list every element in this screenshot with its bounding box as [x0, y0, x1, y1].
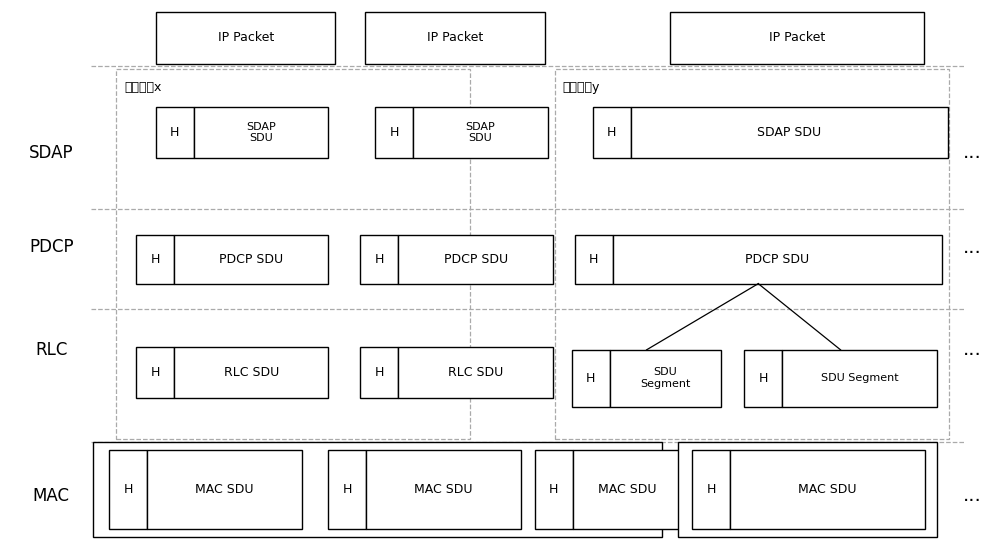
Text: H: H: [123, 483, 133, 496]
FancyBboxPatch shape: [328, 450, 366, 529]
FancyBboxPatch shape: [147, 450, 302, 529]
Text: PDCP SDU: PDCP SDU: [444, 253, 508, 266]
FancyBboxPatch shape: [782, 350, 937, 407]
FancyBboxPatch shape: [613, 235, 942, 283]
Text: H: H: [343, 483, 352, 496]
FancyBboxPatch shape: [109, 450, 147, 529]
FancyBboxPatch shape: [572, 350, 610, 407]
Text: IP Packet: IP Packet: [769, 31, 825, 45]
Text: 无线承载y: 无线承载y: [563, 81, 600, 94]
Text: SDU
Segment: SDU Segment: [640, 368, 691, 389]
Text: MAC SDU: MAC SDU: [798, 483, 857, 496]
FancyBboxPatch shape: [744, 350, 782, 407]
Text: SDAP
SDU: SDAP SDU: [466, 122, 495, 143]
FancyBboxPatch shape: [670, 12, 924, 64]
FancyBboxPatch shape: [610, 350, 721, 407]
FancyBboxPatch shape: [93, 441, 662, 537]
Text: IP Packet: IP Packet: [218, 31, 274, 45]
Text: RLC SDU: RLC SDU: [448, 367, 503, 380]
FancyBboxPatch shape: [156, 107, 194, 158]
FancyBboxPatch shape: [398, 235, 553, 283]
FancyBboxPatch shape: [730, 450, 925, 529]
FancyBboxPatch shape: [365, 12, 545, 64]
FancyBboxPatch shape: [575, 235, 613, 283]
FancyBboxPatch shape: [360, 235, 398, 283]
Text: H: H: [607, 126, 616, 139]
FancyBboxPatch shape: [678, 441, 937, 537]
Text: H: H: [549, 483, 559, 496]
Text: SDU Segment: SDU Segment: [821, 373, 898, 383]
Text: SDAP
SDU: SDAP SDU: [246, 122, 276, 143]
Text: RLC: RLC: [35, 341, 67, 359]
FancyBboxPatch shape: [136, 347, 174, 399]
FancyBboxPatch shape: [375, 107, 413, 158]
Text: H: H: [150, 367, 160, 380]
FancyBboxPatch shape: [136, 235, 174, 283]
FancyBboxPatch shape: [692, 450, 730, 529]
FancyBboxPatch shape: [174, 347, 328, 399]
Text: H: H: [170, 126, 180, 139]
FancyBboxPatch shape: [413, 107, 548, 158]
Text: H: H: [707, 483, 716, 496]
Text: MAC SDU: MAC SDU: [598, 483, 657, 496]
Text: 无线承载x: 无线承载x: [124, 81, 161, 94]
FancyBboxPatch shape: [194, 107, 328, 158]
FancyBboxPatch shape: [398, 347, 553, 399]
FancyBboxPatch shape: [631, 107, 948, 158]
FancyBboxPatch shape: [366, 450, 521, 529]
Text: ...: ...: [963, 143, 982, 162]
FancyBboxPatch shape: [360, 347, 398, 399]
Text: IP Packet: IP Packet: [427, 31, 483, 45]
Text: PDCP: PDCP: [29, 238, 74, 256]
Text: MAC SDU: MAC SDU: [414, 483, 473, 496]
Text: ...: ...: [963, 238, 982, 257]
Text: H: H: [589, 253, 598, 266]
Text: H: H: [375, 253, 384, 266]
Text: H: H: [150, 253, 160, 266]
Text: MAC SDU: MAC SDU: [195, 483, 254, 496]
Text: MAC: MAC: [33, 487, 70, 504]
Text: SDAP SDU: SDAP SDU: [757, 126, 821, 139]
Text: H: H: [586, 372, 595, 384]
Text: ...: ...: [963, 340, 982, 359]
FancyBboxPatch shape: [573, 450, 682, 529]
FancyBboxPatch shape: [156, 12, 335, 64]
FancyBboxPatch shape: [593, 107, 631, 158]
Text: RLC SDU: RLC SDU: [224, 367, 279, 380]
Text: PDCP SDU: PDCP SDU: [219, 253, 283, 266]
Text: PDCP SDU: PDCP SDU: [745, 253, 809, 266]
FancyBboxPatch shape: [535, 450, 573, 529]
Text: SDAP: SDAP: [29, 144, 74, 162]
Text: ...: ...: [963, 486, 982, 505]
Text: H: H: [375, 367, 384, 380]
FancyBboxPatch shape: [174, 235, 328, 283]
Text: H: H: [759, 372, 768, 384]
Text: H: H: [390, 126, 399, 139]
